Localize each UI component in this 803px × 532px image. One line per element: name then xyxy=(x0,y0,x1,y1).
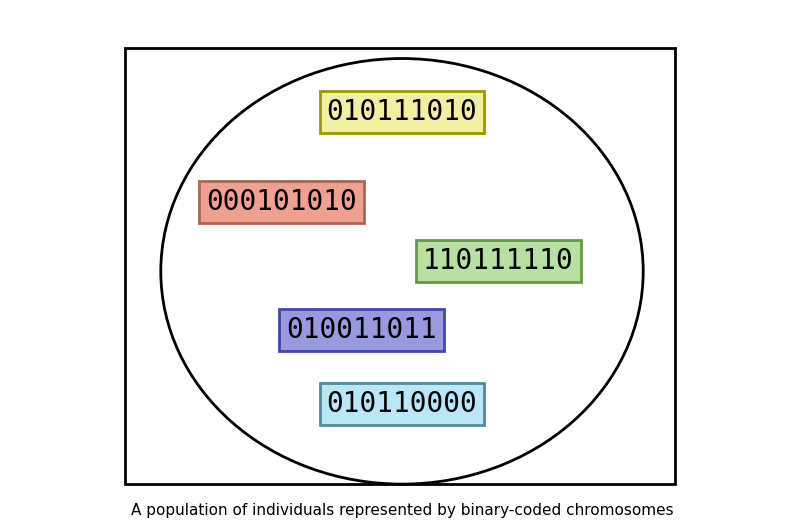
Text: 110111110: 110111110 xyxy=(422,247,573,275)
Text: 010011011: 010011011 xyxy=(286,316,437,344)
Text: 000101010: 000101010 xyxy=(206,188,357,216)
Bar xyxy=(124,48,675,484)
Text: 010111010: 010111010 xyxy=(326,98,477,126)
Text: A population of individuals represented by binary-coded chromosomes: A population of individuals represented … xyxy=(131,503,672,518)
Text: 010110000: 010110000 xyxy=(326,390,477,418)
